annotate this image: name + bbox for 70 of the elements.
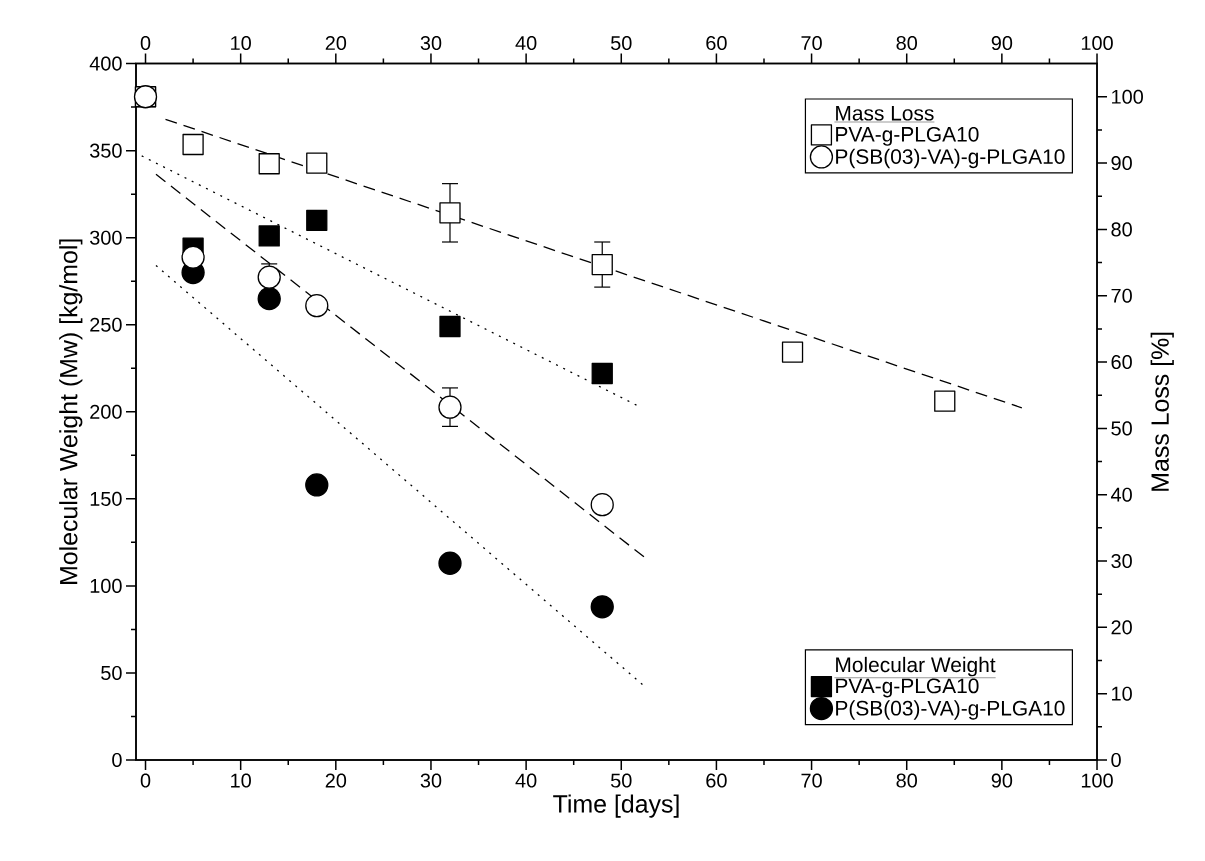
y2-tick-label: 30 (1111, 553, 1132, 569)
legend-label: P(SB(03)-VA)-g-PLGA10 (836, 148, 1065, 169)
x2-tick-label: 20 (325, 35, 347, 51)
x2-tick-label: 30 (420, 35, 442, 51)
y-tick-label: 250 (90, 317, 122, 332)
x2-tick-label: 70 (801, 35, 822, 51)
x2-tick-label: 50 (610, 35, 632, 51)
point (181, 245, 205, 269)
point (439, 315, 461, 338)
y2-tick-label: 0 (1111, 752, 1121, 768)
legend-label: PVA-g-PLGA10 (836, 126, 979, 146)
point (439, 202, 461, 224)
y2-tick-label: 40 (1110, 487, 1132, 502)
point (438, 395, 462, 419)
y2-tick-label: 50 (1111, 421, 1132, 436)
y-tick-label: 300 (90, 230, 122, 245)
x2-tick-label: 80 (896, 35, 918, 51)
y-tick-label: 400 (89, 56, 122, 71)
y-tick-label: 350 (90, 143, 122, 158)
point (934, 390, 956, 412)
annotation: Molecular Weight (836, 656, 996, 677)
y-tick-label: 0 (112, 752, 122, 768)
x2-tick-label: 90 (991, 35, 1013, 51)
x-tick-label: 60 (706, 773, 727, 788)
point (305, 473, 329, 497)
x-tick-label: 20 (325, 773, 347, 788)
y2-tick-label: 10 (1112, 686, 1132, 701)
point (258, 153, 280, 175)
point (306, 152, 328, 174)
point (591, 253, 613, 276)
x-tick-label: 80 (896, 773, 918, 788)
x-tick-label: 10 (231, 773, 251, 788)
y-tick-label: 200 (90, 404, 122, 419)
x-tick-label: 90 (991, 773, 1013, 788)
point (590, 595, 614, 619)
y2-tick-label: 70 (1111, 288, 1132, 303)
y2-tick-label: 90 (1111, 156, 1132, 171)
x2-tick-label: 40 (515, 35, 537, 51)
legend-label: P(SB(03)-VA)-g-PLGA10 (836, 700, 1065, 720)
y-tick-label: 50 (101, 665, 122, 680)
x2-tick-label: 60 (706, 35, 727, 51)
x-tick-label: 0 (140, 773, 151, 788)
x2-tick-label: 0 (140, 35, 151, 51)
y-tick-label: 150 (90, 491, 122, 506)
x-axis-title: Time [days] (553, 794, 679, 818)
x-tick-label: 100 (1081, 773, 1113, 788)
annotation: Mass Loss (836, 106, 934, 121)
point (258, 225, 280, 247)
x2-tick-label: 10 (231, 35, 251, 51)
point (590, 493, 614, 517)
x-tick-label: 50 (610, 773, 632, 788)
y-axis-title: Molecular Weight (Mw) [kg/mol] (59, 239, 83, 584)
point (306, 209, 328, 231)
point (305, 294, 329, 318)
y2-axis-title: Mass Loss [%] (1150, 332, 1174, 491)
point (781, 341, 804, 363)
y2-tick-label: 20 (1111, 620, 1132, 635)
x-tick-label: 30 (420, 773, 442, 788)
point (438, 551, 462, 575)
x2-tick-label: 100 (1081, 35, 1113, 51)
point (257, 286, 281, 311)
y2-tick-label: 60 (1111, 355, 1132, 370)
x-tick-label: 70 (801, 773, 822, 788)
y-tick-label: 100 (90, 578, 122, 593)
x-tick-label: 40 (515, 773, 537, 788)
y2-tick-label: 100 (1112, 89, 1143, 104)
point (182, 133, 204, 156)
point (591, 362, 613, 385)
y2-tick-label: 80 (1111, 222, 1132, 237)
legend-label: PVA-g-PLGA10 (836, 678, 979, 698)
